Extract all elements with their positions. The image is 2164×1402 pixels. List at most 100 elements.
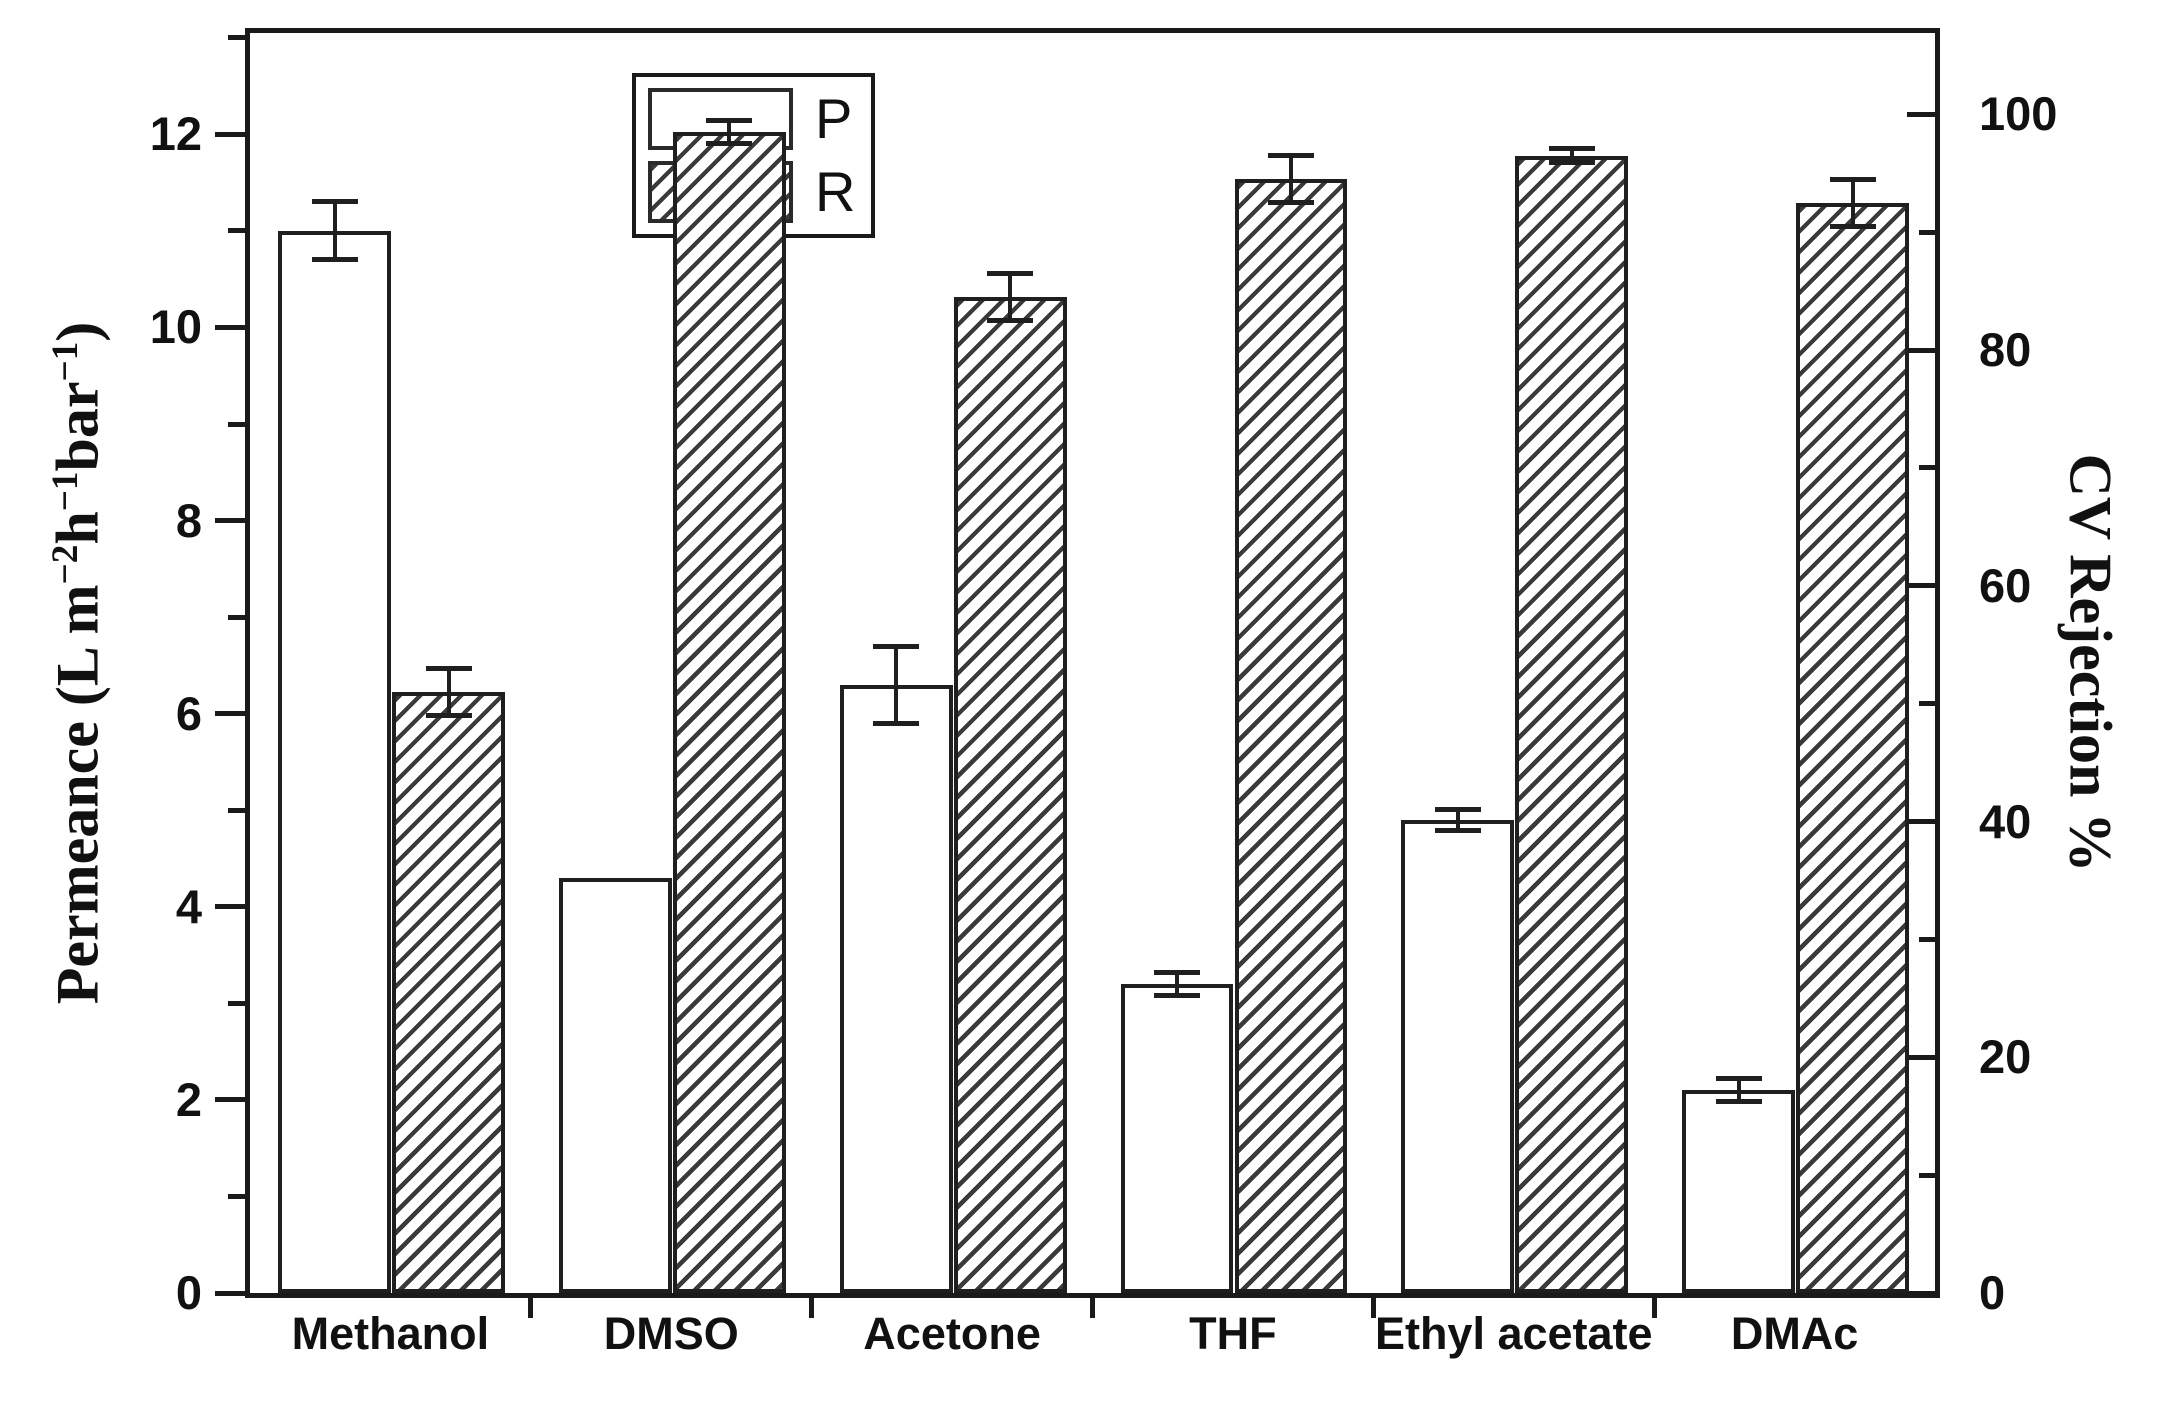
right-axis-minor-tick	[1919, 1172, 1935, 1178]
category-label-dmso: DMSO	[603, 1308, 739, 1359]
right-axis-minor-tick	[1919, 936, 1935, 942]
error-bar-cap	[1268, 200, 1315, 206]
right-axis-tick-label: 100	[1979, 87, 2058, 141]
category-label-ethyl-acetate: Ethyl acetate	[1374, 1308, 1653, 1359]
r-bar-acetone	[953, 297, 1067, 1293]
category-label-thf: THF	[1189, 1308, 1277, 1359]
error-bar-line	[1008, 273, 1013, 321]
x-axis-boundary-tick	[1090, 1298, 1095, 1318]
right-axis-major-tick	[1907, 347, 1935, 353]
left-axis-major-tick	[215, 904, 245, 910]
error-bar-cap	[311, 199, 358, 205]
error-bar-line	[894, 646, 899, 724]
error-bar-cap	[1548, 160, 1595, 166]
left-axis-minor-tick	[228, 1000, 245, 1006]
right-axis-major-tick	[1907, 1290, 1935, 1296]
x-axis-boundary-tick	[528, 1298, 534, 1318]
category-label-acetone: Acetone	[863, 1308, 1041, 1359]
plot-area: P R 0 2 4 6 8 10 12 0 20 40 60 80 100	[150, 28, 2057, 1319]
left-axis-major-tick	[215, 1290, 245, 1296]
legend-label-r: R	[815, 160, 856, 223]
r-bar-thf	[1234, 179, 1348, 1293]
error-bar-line	[1569, 148, 1574, 163]
p-bar-ethyl-acetate	[1401, 819, 1515, 1293]
error-bar-cap	[1715, 1099, 1762, 1105]
p-bar-acetone	[839, 684, 953, 1293]
error-bar-line	[1289, 155, 1294, 203]
left-axis-major-tick	[215, 1097, 245, 1103]
error-bar-cap	[425, 712, 472, 718]
r-bar-dmac	[1796, 202, 1910, 1293]
error-bar-line	[1455, 809, 1460, 831]
left-axis-major-tick	[215, 324, 245, 330]
left-axis-tick-label: 4	[175, 879, 202, 933]
p-bar-dmso	[558, 877, 672, 1293]
p-bar-dmac	[1682, 1090, 1796, 1293]
error-bar-cap	[987, 270, 1034, 276]
right-axis-tick-label: 80	[1979, 323, 2032, 377]
left-axis-major-tick	[215, 518, 245, 524]
category-label-dmac: DMAc	[1730, 1308, 1859, 1359]
right-axis-tick-label: 0	[1979, 1266, 2006, 1319]
left-axis-minor-tick	[228, 807, 245, 813]
error-bar-cap	[425, 665, 472, 671]
x-axis-boundary-tick	[809, 1298, 815, 1318]
right-axis-major-tick	[1907, 111, 1935, 117]
error-bar-cap	[706, 141, 753, 147]
right-axis-minor-tick	[1919, 465, 1935, 471]
error-bar-line	[446, 668, 451, 716]
left-axis-minor-tick	[228, 1193, 245, 1199]
left-axis-title-superscript: −2	[45, 544, 87, 585]
r-bar-dmso	[672, 132, 786, 1293]
error-bar-line	[1850, 179, 1855, 227]
r-bar-ethyl-acetate	[1515, 155, 1629, 1293]
error-bar-line	[332, 201, 337, 260]
right-axis-major-tick	[1907, 819, 1935, 825]
error-bar-cap	[873, 643, 920, 649]
error-bar-cap	[1829, 176, 1876, 182]
left-axis-major-tick	[215, 711, 245, 717]
category-label-methanol: Methanol	[291, 1308, 490, 1359]
p-bar-thf	[1120, 984, 1234, 1293]
error-bar-cap	[311, 257, 358, 263]
right-axis-tick-label: 20	[1979, 1030, 2032, 1084]
x-axis-boundary-tick	[1651, 1298, 1657, 1318]
error-bar-cap	[1434, 806, 1481, 812]
left-axis-minor-tick	[228, 614, 245, 620]
right-axis-minor-tick	[1919, 701, 1935, 707]
error-bar-cap	[1268, 153, 1315, 159]
error-bar-line	[1736, 1078, 1741, 1102]
left-axis-minor-tick	[228, 228, 245, 234]
error-bar-cap	[1154, 993, 1201, 999]
right-axis-tick-label: 40	[1979, 794, 2032, 848]
left-axis-tick-label: 0	[175, 1266, 202, 1319]
left-axis-tick-label: 10	[149, 300, 202, 354]
error-bar-cap	[987, 318, 1034, 324]
error-bar-cap	[1154, 969, 1201, 975]
left-axis-title-text: Permeance (L m	[44, 584, 111, 1005]
x-axis-boundary-tick	[1370, 1298, 1376, 1318]
left-axis-tick-label: 12	[149, 107, 202, 161]
error-bar-cap	[1434, 828, 1481, 834]
legend-label-p: P	[815, 87, 853, 150]
error-bar-cap	[706, 117, 753, 123]
error-bar-line	[727, 120, 732, 144]
p-bar-methanol	[278, 230, 391, 1293]
left-axis-minor-tick	[228, 421, 245, 427]
right-axis-title: CV Rejection %	[2057, 453, 2124, 873]
error-bar-cap	[1829, 223, 1876, 229]
r-bar-methanol	[392, 691, 505, 1293]
left-axis-tick-label: 8	[175, 493, 202, 547]
right-axis-minor-tick	[1919, 229, 1935, 235]
right-axis-major-tick	[1907, 1054, 1935, 1060]
right-axis-tick-label: 60	[1979, 558, 2032, 612]
left-axis-title-text: bar	[44, 381, 111, 472]
left-axis-tick-label: 6	[175, 686, 202, 740]
left-axis-minor-tick	[228, 35, 245, 41]
left-axis-major-tick	[215, 131, 245, 137]
error-bar-cap	[1548, 146, 1595, 151]
error-bar-cap	[873, 720, 920, 726]
left-axis-tick-label: 2	[175, 1072, 202, 1126]
error-bar-line	[1175, 972, 1180, 996]
